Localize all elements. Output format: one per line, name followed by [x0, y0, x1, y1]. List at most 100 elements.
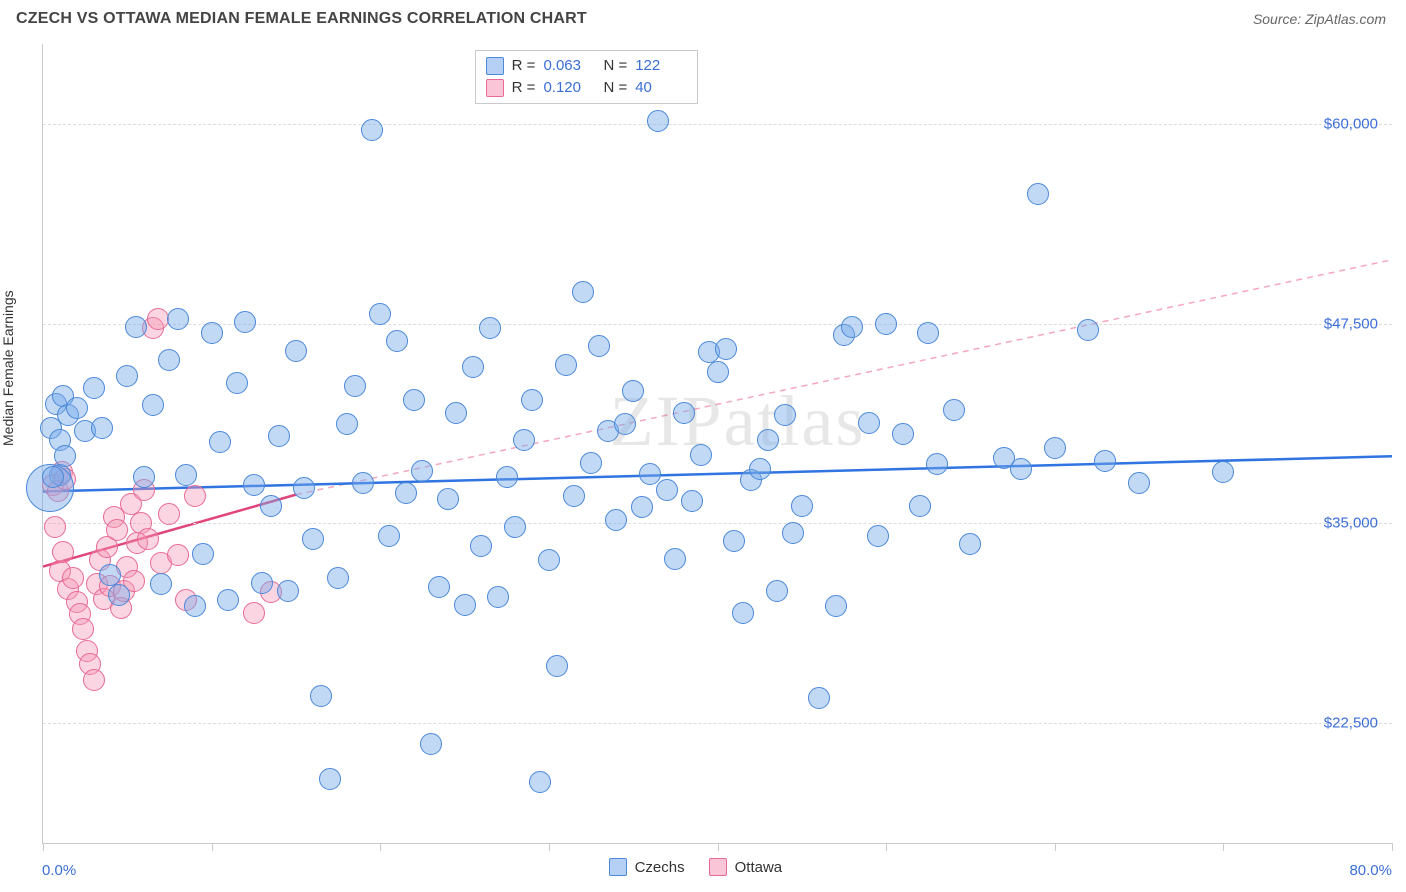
data-point [917, 322, 939, 344]
data-point [496, 466, 518, 488]
data-point [437, 488, 459, 510]
data-point [420, 733, 442, 755]
data-point [926, 453, 948, 475]
x-tick [1392, 843, 1393, 851]
legend-label-pink: Ottawa [735, 859, 783, 876]
swatch-blue-icon [609, 858, 627, 876]
data-point [673, 402, 695, 424]
data-point [158, 503, 180, 525]
x-axis-end-label: 80.0% [1349, 862, 1392, 879]
x-tick [886, 843, 887, 851]
data-point [319, 768, 341, 790]
x-tick [380, 843, 381, 851]
data-point [361, 119, 383, 141]
data-point [470, 535, 492, 557]
data-point [302, 528, 324, 550]
data-point [167, 308, 189, 330]
data-point [184, 485, 206, 507]
data-point [209, 431, 231, 453]
scatter-plot: ZIPatlas R = 0.063 N = 122 R = 0.120 N =… [42, 44, 1392, 844]
data-point [243, 602, 265, 624]
data-point [1010, 458, 1032, 480]
legend-row-pink: R = 0.120 N = 40 [486, 77, 688, 99]
y-tick-label: $22,500 [1324, 715, 1378, 732]
data-point [66, 397, 88, 419]
data-point [108, 584, 130, 606]
page-title: CZECH VS OTTAWA MEDIAN FEMALE EARNINGS C… [16, 10, 587, 28]
y-axis-label: Median Female Earnings [0, 290, 16, 446]
data-point [825, 595, 847, 617]
source-attribution: Source: ZipAtlas.com [1253, 11, 1386, 27]
data-point [83, 669, 105, 691]
data-point [555, 354, 577, 376]
x-tick [1055, 843, 1056, 851]
data-point [201, 322, 223, 344]
data-point [690, 444, 712, 466]
x-tick [549, 843, 550, 851]
data-point [892, 423, 914, 445]
data-point [858, 412, 880, 434]
data-point [445, 402, 467, 424]
y-tick-label: $47,500 [1324, 315, 1378, 332]
r-value-blue: 0.063 [543, 55, 595, 77]
data-point [260, 495, 282, 517]
data-point [106, 519, 128, 541]
data-point [841, 316, 863, 338]
data-point [664, 548, 686, 570]
legend-item-pink: Ottawa [709, 858, 783, 876]
x-tick [718, 843, 719, 851]
swatch-blue-icon [486, 57, 504, 75]
data-point [226, 372, 248, 394]
data-point [234, 311, 256, 333]
data-point [403, 389, 425, 411]
data-point [344, 375, 366, 397]
data-point [352, 472, 374, 494]
data-point [487, 586, 509, 608]
data-point [959, 533, 981, 555]
data-point [44, 516, 66, 538]
data-point [378, 525, 400, 547]
data-point [167, 544, 189, 566]
data-point [277, 580, 299, 602]
n-label: N = [603, 55, 627, 77]
r-label: R = [512, 77, 536, 99]
data-point [614, 413, 636, 435]
data-point [546, 655, 568, 677]
data-point [1044, 437, 1066, 459]
data-point [158, 349, 180, 371]
data-point [943, 399, 965, 421]
x-tick [212, 843, 213, 851]
data-point [42, 466, 64, 488]
data-point [647, 110, 669, 132]
data-point [147, 308, 169, 330]
data-point [369, 303, 391, 325]
x-tick [43, 843, 44, 851]
series-legend: Czechs Ottawa [609, 858, 783, 876]
data-point [52, 541, 74, 563]
swatch-pink-icon [709, 858, 727, 876]
data-point [808, 687, 830, 709]
y-tick-label: $60,000 [1324, 115, 1378, 132]
data-point [572, 281, 594, 303]
data-point [732, 602, 754, 624]
data-point [454, 594, 476, 616]
data-point [521, 389, 543, 411]
data-point [137, 528, 159, 550]
data-point [774, 404, 796, 426]
data-point [243, 474, 265, 496]
x-tick [1223, 843, 1224, 851]
data-point [715, 338, 737, 360]
data-point [681, 490, 703, 512]
r-label: R = [512, 55, 536, 77]
legend-row-blue: R = 0.063 N = 122 [486, 55, 688, 77]
data-point [125, 316, 147, 338]
data-point [72, 618, 94, 640]
data-point [184, 595, 206, 617]
data-point [268, 425, 290, 447]
data-point [580, 452, 602, 474]
y-tick-label: $35,000 [1324, 515, 1378, 532]
legend-label-blue: Czechs [635, 859, 685, 876]
data-point [749, 458, 771, 480]
r-value-pink: 0.120 [543, 77, 595, 99]
n-label: N = [603, 77, 627, 99]
